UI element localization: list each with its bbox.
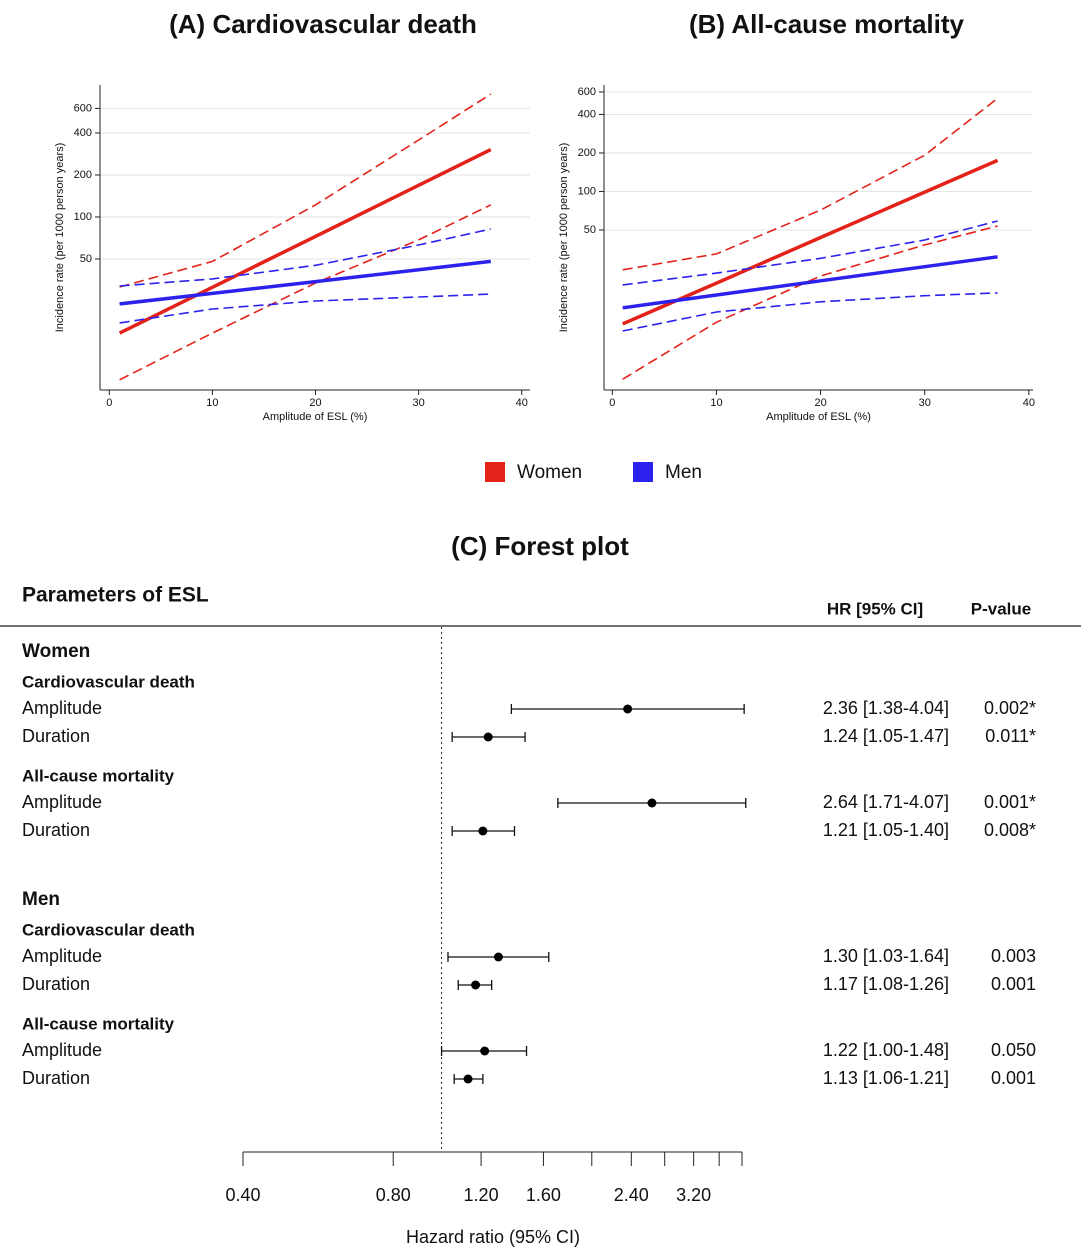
- outcome-label: All-cause mortality: [22, 1014, 175, 1033]
- parameter-label: Amplitude: [22, 946, 102, 966]
- y-tick-label: 600: [578, 86, 596, 98]
- outcome-label: All-cause mortality: [22, 766, 175, 785]
- hr-point: [623, 704, 633, 714]
- x-tick-label: 40: [1023, 397, 1035, 409]
- hr-label: 2.64 [1.71-4.07]: [823, 792, 949, 812]
- ci-line: [119, 204, 492, 381]
- p-value: 0.003: [991, 946, 1036, 966]
- panel-title: (C) Forest plot: [451, 531, 629, 561]
- x-tick-label: 0.40: [225, 1185, 260, 1205]
- column-header: P-value: [971, 599, 1031, 618]
- x-tick-label: 20: [309, 397, 321, 409]
- x-tick-label: 3.20: [676, 1185, 711, 1205]
- hr-label: 1.21 [1.05-1.40]: [823, 820, 949, 840]
- ci-line: [622, 220, 998, 286]
- parameter-label: Amplitude: [22, 792, 102, 812]
- parameter-label: Duration: [22, 726, 90, 746]
- p-value: 0.001: [991, 974, 1036, 994]
- x-tick-label: 1.60: [526, 1185, 561, 1205]
- x-tick-label: 20: [814, 397, 826, 409]
- legend-label: Men: [665, 462, 702, 483]
- y-axis-label: Incidence rate (per 1000 person years): [558, 143, 570, 333]
- hr-label: 1.22 [1.00-1.48]: [823, 1040, 949, 1060]
- hr-label: 1.24 [1.05-1.47]: [823, 726, 949, 746]
- group-label: Men: [22, 889, 60, 910]
- column-header: Parameters of ESL: [22, 584, 209, 607]
- p-value: 0.008*: [984, 820, 1036, 840]
- parameter-label: Amplitude: [22, 698, 102, 718]
- y-tick-label: 50: [80, 253, 92, 265]
- hr-point: [478, 826, 488, 836]
- panel-title: (A) Cardiovascular death: [169, 9, 477, 39]
- line: [622, 255, 998, 310]
- p-value: 0.001: [991, 1068, 1036, 1088]
- outcome-label: Cardiovascular death: [22, 920, 195, 939]
- hr-point: [493, 952, 503, 962]
- x-axis-label: Amplitude of ESL (%): [263, 411, 368, 423]
- x-tick-label: 10: [206, 397, 218, 409]
- panel-title: (B) All-cause mortality: [689, 9, 965, 39]
- ci-line: [119, 228, 491, 287]
- ci-line: [119, 293, 491, 324]
- x-tick-label: 0: [609, 397, 615, 409]
- hr-point: [647, 798, 657, 808]
- y-tick-label: 400: [74, 127, 92, 139]
- y-tick-label: 200: [578, 147, 596, 159]
- hr-label: 1.30 [1.03-1.64]: [823, 946, 949, 966]
- line: [118, 148, 492, 335]
- y-axis-label: Incidence rate (per 1000 person years): [54, 143, 66, 333]
- line: [119, 259, 492, 306]
- y-tick-label: 400: [578, 108, 596, 120]
- p-value: 0.050: [991, 1040, 1036, 1060]
- parameter-label: Amplitude: [22, 1040, 102, 1060]
- hr-point: [480, 1046, 490, 1056]
- y-tick-label: 50: [584, 224, 596, 236]
- x-tick-label: 2.40: [614, 1185, 649, 1205]
- ci-line: [622, 292, 998, 332]
- x-tick-label: 10: [710, 397, 722, 409]
- hr-point: [463, 1074, 473, 1084]
- ci-line: [622, 97, 999, 271]
- hr-label: 1.13 [1.06-1.21]: [823, 1068, 949, 1088]
- hr-point: [471, 980, 481, 990]
- y-tick-label: 200: [74, 169, 92, 181]
- y-tick-label: 100: [578, 185, 596, 197]
- x-axis-label: Amplitude of ESL (%): [766, 411, 871, 423]
- y-tick-label: 100: [74, 211, 92, 223]
- legend-label: Women: [517, 462, 582, 483]
- p-value: 0.011*: [985, 726, 1036, 746]
- group-label: Women: [22, 641, 90, 662]
- hr-label: 1.17 [1.08-1.26]: [823, 974, 949, 994]
- parameter-label: Duration: [22, 820, 90, 840]
- x-tick-label: 1.20: [464, 1185, 499, 1205]
- legend-swatch: [485, 462, 505, 482]
- p-value: 0.001*: [984, 792, 1036, 812]
- x-tick-label: 40: [516, 397, 528, 409]
- y-tick-label: 600: [74, 102, 92, 114]
- p-value: 0.002*: [984, 698, 1036, 718]
- parameter-label: Duration: [22, 974, 90, 994]
- x-tick-label: 30: [413, 397, 425, 409]
- x-tick-label: 0: [106, 397, 112, 409]
- column-header: HR [95% CI]: [827, 599, 923, 618]
- parameter-label: Duration: [22, 1068, 90, 1088]
- x-axis-label: Hazard ratio (95% CI): [406, 1227, 580, 1247]
- hr-label: 2.36 [1.38-4.04]: [823, 698, 949, 718]
- ci-line: [119, 93, 492, 288]
- x-tick-label: 0.80: [376, 1185, 411, 1205]
- legend-swatch: [633, 462, 653, 482]
- line: [622, 158, 999, 326]
- x-tick-label: 30: [919, 397, 931, 409]
- outcome-label: Cardiovascular death: [22, 672, 195, 691]
- hr-point: [483, 732, 493, 742]
